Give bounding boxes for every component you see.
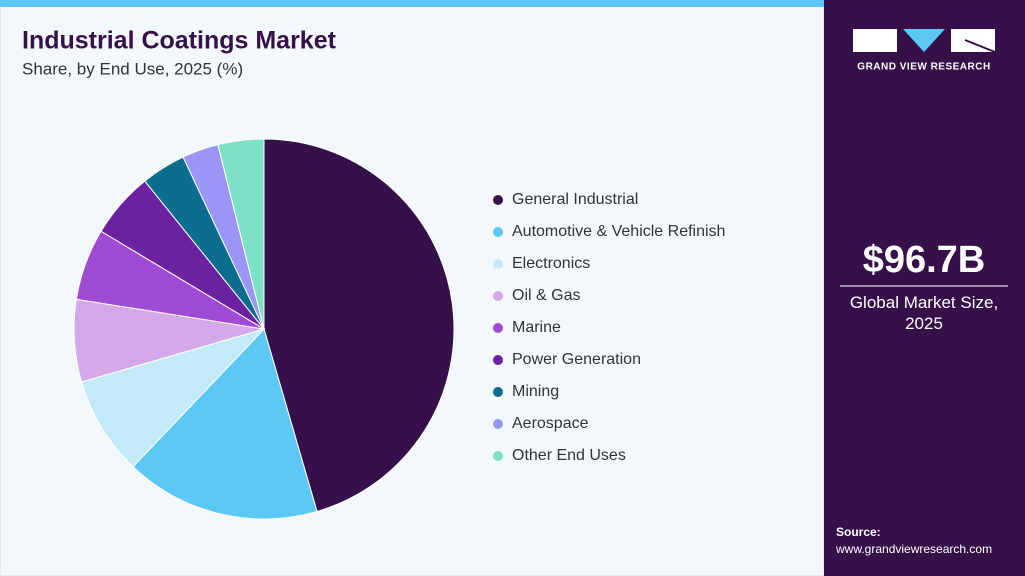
legend-label: Mining xyxy=(512,383,559,400)
logo-r-cut xyxy=(964,39,996,53)
legend-label: Aerospace xyxy=(512,415,589,432)
legend-label: Oil & Gas xyxy=(512,287,580,304)
legend-marker xyxy=(493,195,503,205)
brand-name: GRAND VIEW RESEARCH xyxy=(857,62,990,73)
legend-label: Electronics xyxy=(512,255,590,272)
source-url: www.grandviewresearch.com xyxy=(835,542,992,556)
legend-label: Marine xyxy=(512,319,561,336)
market-size: $96.7B xyxy=(863,239,986,281)
chart-subtitle: Share, by End Use, 2025 (%) xyxy=(22,59,243,78)
legend-marker xyxy=(493,419,503,429)
top-strip xyxy=(0,0,824,7)
source-label: Source: xyxy=(836,525,881,539)
legend-marker xyxy=(493,259,503,269)
pie-slice xyxy=(132,328,318,520)
legend-marker xyxy=(493,451,503,461)
legend-marker xyxy=(493,355,503,365)
legend-marker xyxy=(493,323,503,333)
legend-marker xyxy=(493,387,503,397)
legend-label: Automotive & Vehicle Refinish xyxy=(512,223,725,240)
market-label: Global Market Size, 2025 xyxy=(849,293,999,333)
logo xyxy=(853,29,996,53)
legend-label: Power Generation xyxy=(512,351,641,368)
logo-r xyxy=(951,29,995,52)
legend-label: General Industrial xyxy=(512,191,638,208)
legend-label: Other End Uses xyxy=(512,447,626,464)
legend-marker xyxy=(493,291,503,301)
logo-v xyxy=(903,29,945,52)
pie-slice xyxy=(263,138,455,513)
chart-title: Industrial Coatings Market xyxy=(22,27,337,55)
logo-g xyxy=(853,29,897,52)
pie-slice xyxy=(217,138,265,330)
legend-marker xyxy=(493,227,503,237)
pie-slice xyxy=(80,328,266,468)
side-panel xyxy=(824,0,1025,576)
